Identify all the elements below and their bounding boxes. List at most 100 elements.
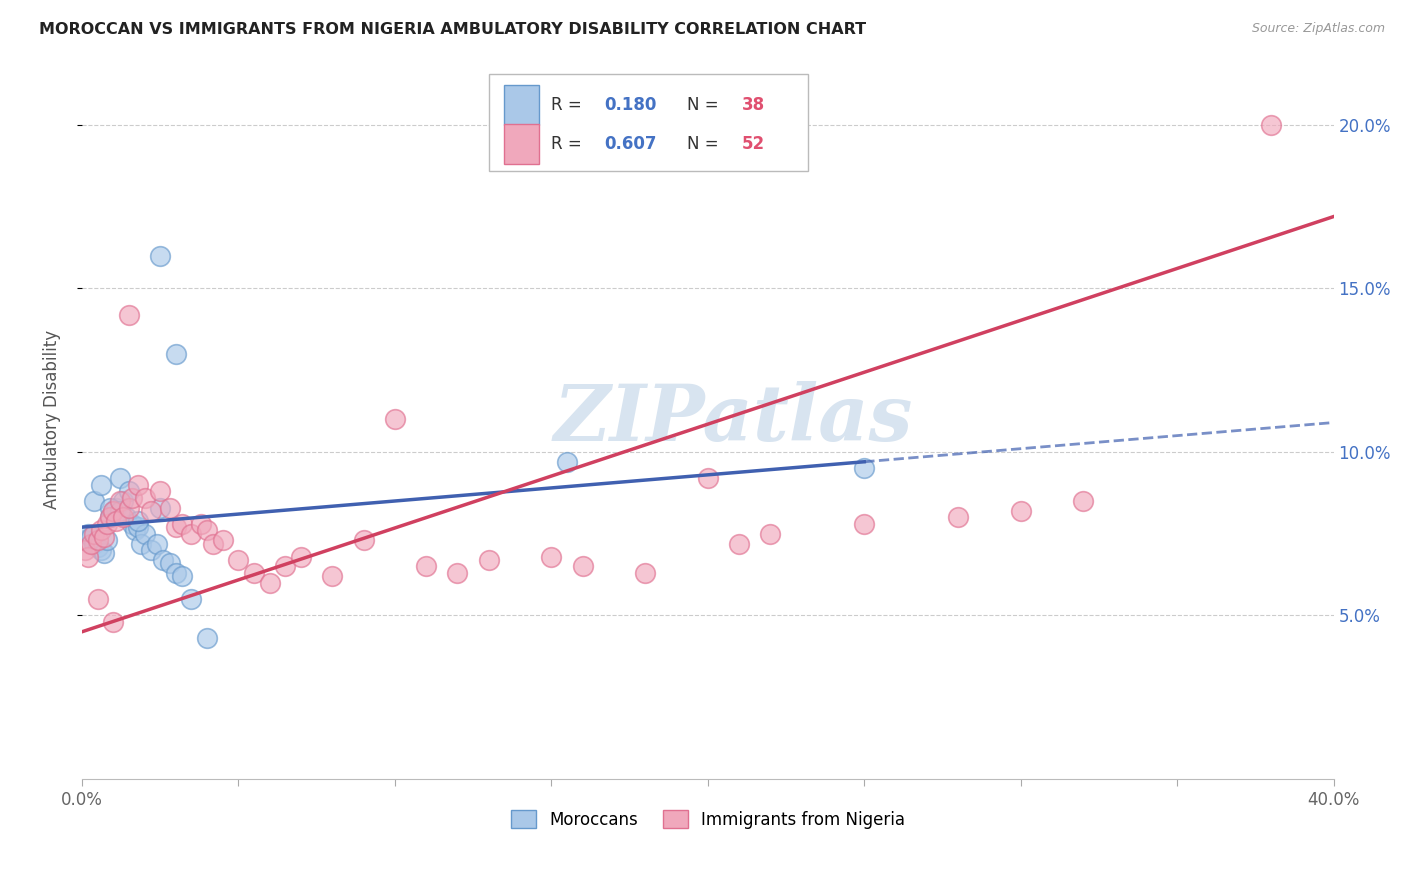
Point	[103, 504, 125, 518]
Point	[259, 575, 281, 590]
Point	[127, 477, 149, 491]
Point	[108, 471, 131, 485]
Point	[149, 500, 172, 515]
Bar	[503, 86, 538, 125]
Legend: Moroccans, Immigrants from Nigeria: Moroccans, Immigrants from Nigeria	[503, 804, 911, 835]
Point	[90, 543, 112, 558]
Point	[93, 530, 115, 544]
Point	[696, 471, 718, 485]
Text: Source: ZipAtlas.com: Source: ZipAtlas.com	[1251, 22, 1385, 36]
Text: N =: N =	[686, 96, 724, 114]
Point	[111, 510, 134, 524]
Point	[946, 510, 969, 524]
Text: N =: N =	[686, 135, 724, 153]
Point	[190, 516, 212, 531]
Point	[571, 559, 593, 574]
Point	[124, 524, 146, 538]
Point	[146, 536, 169, 550]
Point	[180, 592, 202, 607]
Text: 38: 38	[741, 96, 765, 114]
Text: ZIPatlas: ZIPatlas	[553, 381, 912, 458]
Point	[139, 543, 162, 558]
Point	[165, 520, 187, 534]
Point	[83, 536, 105, 550]
Point	[77, 526, 100, 541]
Point	[274, 559, 297, 574]
Point	[105, 514, 128, 528]
Bar	[503, 124, 538, 164]
Point	[1260, 118, 1282, 132]
Point	[103, 615, 125, 629]
Point	[152, 553, 174, 567]
Point	[86, 533, 108, 548]
Point	[96, 533, 118, 548]
Point	[159, 556, 181, 570]
Text: 0.607: 0.607	[605, 135, 657, 153]
Point	[195, 632, 218, 646]
Point	[127, 520, 149, 534]
Point	[111, 494, 134, 508]
Point	[634, 566, 657, 580]
Point	[415, 559, 437, 574]
Point	[90, 524, 112, 538]
Point	[290, 549, 312, 564]
Point	[172, 516, 194, 531]
Point	[139, 504, 162, 518]
Point	[105, 500, 128, 515]
Point	[728, 536, 751, 550]
Point	[159, 500, 181, 515]
Point	[228, 553, 250, 567]
Point	[118, 500, 141, 515]
Point	[86, 540, 108, 554]
Point	[555, 455, 578, 469]
Point	[121, 516, 143, 531]
FancyBboxPatch shape	[489, 74, 808, 171]
Point	[134, 491, 156, 505]
Point	[1071, 494, 1094, 508]
Point	[1010, 504, 1032, 518]
Text: MOROCCAN VS IMMIGRANTS FROM NIGERIA AMBULATORY DISABILITY CORRELATION CHART: MOROCCAN VS IMMIGRANTS FROM NIGERIA AMBU…	[39, 22, 866, 37]
Point	[93, 546, 115, 560]
Point	[540, 549, 562, 564]
Point	[165, 347, 187, 361]
Point	[108, 494, 131, 508]
Point	[202, 536, 225, 550]
Point	[118, 308, 141, 322]
Point	[853, 516, 876, 531]
Y-axis label: Ambulatory Disability: Ambulatory Disability	[44, 330, 60, 508]
Point	[90, 477, 112, 491]
Point	[195, 524, 218, 538]
Point	[80, 530, 103, 544]
Text: 52: 52	[741, 135, 765, 153]
Point	[353, 533, 375, 548]
Point	[172, 569, 194, 583]
Point	[114, 510, 136, 524]
Point	[98, 510, 121, 524]
Point	[98, 500, 121, 515]
Point	[118, 484, 141, 499]
Point	[180, 526, 202, 541]
Point	[103, 504, 125, 518]
Point	[83, 526, 105, 541]
Point	[853, 461, 876, 475]
Point	[165, 566, 187, 580]
Point	[211, 533, 233, 548]
Text: 0.180: 0.180	[605, 96, 657, 114]
Text: R =: R =	[551, 135, 588, 153]
Point	[75, 533, 97, 548]
Point	[131, 536, 153, 550]
Point	[759, 526, 782, 541]
Point	[149, 484, 172, 499]
Point	[80, 536, 103, 550]
Point	[98, 510, 121, 524]
Point	[108, 504, 131, 518]
Point	[384, 412, 406, 426]
Point	[321, 569, 343, 583]
Point	[446, 566, 468, 580]
Point	[77, 549, 100, 564]
Point	[121, 491, 143, 505]
Point	[75, 543, 97, 558]
Point	[96, 516, 118, 531]
Point	[83, 494, 105, 508]
Point	[127, 514, 149, 528]
